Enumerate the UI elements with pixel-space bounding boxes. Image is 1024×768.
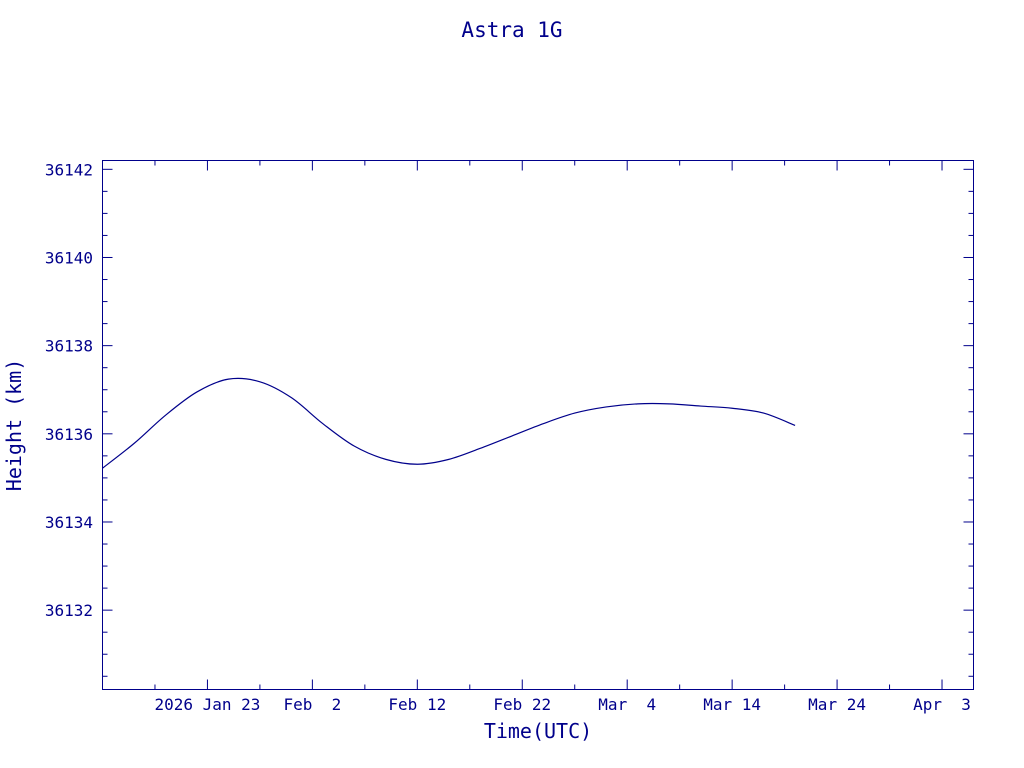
chart-title: Astra 1G [461,18,562,42]
x-tick-label: 2026 Jan 23 [154,695,260,714]
y-tick-label: 36138 [45,337,93,356]
x-tick-label: Apr 3 [913,695,971,714]
y-tick-label: 36136 [45,425,93,444]
y-axis-label: Height (km) [2,359,26,491]
plot-frame [102,160,974,690]
y-tick-label: 36132 [45,601,93,620]
x-axis-label: Time(UTC) [484,719,592,743]
x-tick-label: Feb 2 [283,695,341,714]
series-line [102,377,796,469]
x-axis: 2026 Jan 23 Feb 2 Feb 12 Feb 22 Mar 4 Mar 14 M… [154,160,971,714]
y-tick-label: 36134 [45,513,93,532]
y-tick-label: 36140 [45,248,93,267]
x-tick-label: Feb 12 [388,695,446,714]
y-tick-label: 36142 [45,160,93,179]
x-tick-label: Mar 4 [598,695,656,714]
y-axis: 36132 36134 36136 36138 36140 36142 [45,160,974,677]
x-tick-label: Mar 24 [808,695,866,714]
x-tick-label: Feb 22 [493,695,551,714]
x-tick-label: Mar 14 [703,695,761,714]
